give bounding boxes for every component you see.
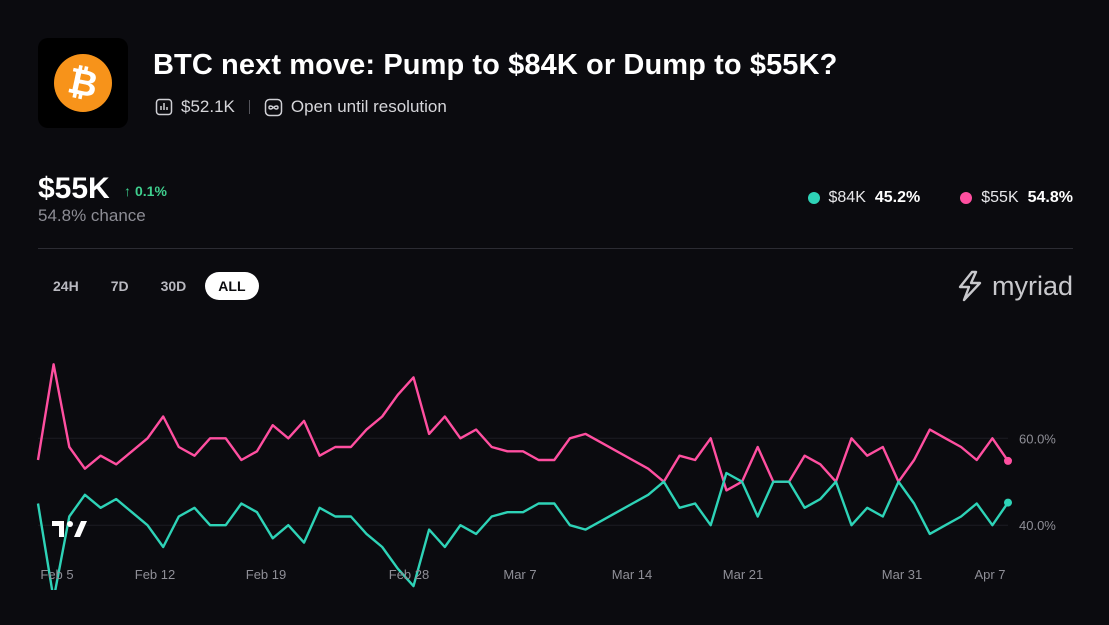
legend-value: 45.2% xyxy=(874,189,921,206)
chance-text: 54.8% chance xyxy=(38,206,146,225)
myriad-brand: myriad xyxy=(956,270,1073,302)
x-tick-label: Feb 12 xyxy=(135,567,175,582)
teal-dot-icon xyxy=(807,192,820,204)
chart-legend: $84K 45.2% $55K 54.8% xyxy=(807,189,1073,207)
legend-label: $84K xyxy=(828,189,866,206)
market-meta: $52.1K Open until resolution xyxy=(155,97,447,117)
tradingview-logo-icon xyxy=(52,521,87,537)
market-status: Open until resolution xyxy=(290,97,447,116)
infinity-icon xyxy=(264,98,283,117)
x-tick-label: Mar 21 xyxy=(723,567,763,582)
volume-value: $52.1K xyxy=(181,97,235,116)
range-30d-button[interactable]: 30D xyxy=(160,278,187,294)
legend-item-84k: $84K 45.2% xyxy=(807,189,921,207)
volume-chart-icon xyxy=(155,98,173,116)
x-tick-label: Mar 14 xyxy=(612,567,652,582)
range-7d-button[interactable]: 7D xyxy=(110,278,129,294)
meta-divider xyxy=(248,100,250,114)
arrow-up-icon: ↑ xyxy=(124,183,131,199)
pink-dot-icon xyxy=(960,192,973,204)
x-tick-label: Mar 7 xyxy=(503,567,536,582)
series-end-point xyxy=(1004,456,1012,465)
y-tick-label: 60.0% xyxy=(1019,431,1056,446)
x-tick-label: Mar 31 xyxy=(882,567,922,582)
probability-chart: 60.0% 40.0% Feb 5 Feb 12 Feb 19 Feb 28 Mar 7 M… xyxy=(36,363,1056,590)
y-tick-label: 40.0% xyxy=(1019,518,1056,533)
bitcoin-icon: ₿ xyxy=(54,54,112,112)
series-line-84k xyxy=(36,471,1009,590)
bitcoin-logo-tile: ₿ xyxy=(38,38,128,128)
headline-price: $55K xyxy=(38,172,110,205)
series-line-55k xyxy=(36,363,1009,492)
series-end-point xyxy=(1004,498,1012,507)
price-change-value: 0.1% xyxy=(135,183,167,199)
range-24h-button[interactable]: 24H xyxy=(53,278,79,294)
range-all-button[interactable]: ALL xyxy=(205,272,259,300)
x-tick-label: Feb 28 xyxy=(389,567,429,582)
brand-name: myriad xyxy=(991,270,1073,301)
legend-item-55k: $55K 54.8% xyxy=(960,189,1073,207)
x-tick-label: Apr 7 xyxy=(974,567,1005,582)
x-tick-label: Feb 5 xyxy=(40,567,73,582)
x-tick-label: Feb 19 xyxy=(246,567,286,582)
myriad-logo-icon xyxy=(958,270,982,302)
page-title: BTC next move: Pump to $84K or Dump to $… xyxy=(153,49,838,81)
price-change: ↑ 0.1% xyxy=(124,183,167,199)
legend-value: 54.8% xyxy=(1027,189,1073,206)
section-divider xyxy=(38,248,1073,249)
time-range-selector: 24H 7D 30D ALL xyxy=(40,272,259,300)
legend-label: $55K xyxy=(981,189,1019,206)
